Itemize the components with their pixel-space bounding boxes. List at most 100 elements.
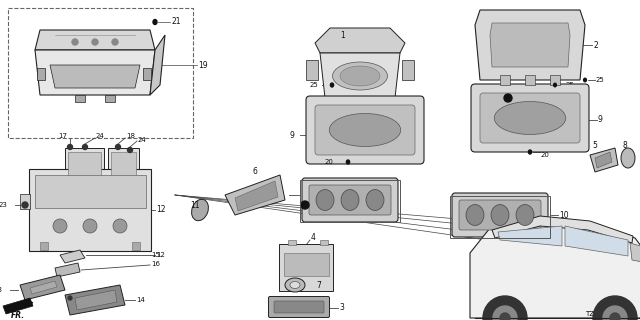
Circle shape [127, 148, 132, 153]
Polygon shape [630, 243, 640, 263]
Polygon shape [490, 23, 570, 67]
Bar [20, 194, 30, 209]
Bar [143, 68, 151, 80]
Polygon shape [595, 152, 612, 168]
Polygon shape [529, 150, 532, 154]
Text: 25: 25 [310, 82, 319, 88]
Text: 24: 24 [96, 133, 105, 139]
Ellipse shape [333, 62, 387, 90]
Ellipse shape [466, 204, 484, 226]
FancyBboxPatch shape [65, 148, 104, 194]
Circle shape [83, 219, 97, 233]
Text: 17: 17 [58, 133, 67, 139]
FancyBboxPatch shape [111, 151, 136, 189]
Circle shape [483, 296, 527, 320]
Text: 9: 9 [290, 131, 295, 140]
Ellipse shape [285, 278, 305, 292]
Text: 21: 21 [171, 18, 180, 27]
Circle shape [301, 201, 309, 209]
Polygon shape [320, 53, 400, 98]
Text: 3: 3 [339, 303, 344, 313]
Text: 24: 24 [138, 137, 147, 143]
Text: 14: 14 [136, 297, 145, 303]
Polygon shape [475, 10, 585, 80]
Bar [320, 240, 328, 245]
Text: 16: 16 [151, 261, 160, 267]
Polygon shape [235, 181, 278, 211]
FancyBboxPatch shape [315, 105, 415, 155]
Circle shape [603, 306, 627, 320]
Polygon shape [330, 83, 333, 87]
FancyBboxPatch shape [67, 151, 100, 189]
Polygon shape [35, 30, 155, 50]
Polygon shape [554, 83, 556, 87]
Text: 12: 12 [156, 205, 166, 214]
Polygon shape [492, 216, 633, 243]
Circle shape [22, 202, 28, 208]
Text: 6: 6 [253, 167, 257, 177]
Polygon shape [590, 148, 618, 172]
Text: 22: 22 [319, 201, 328, 210]
Ellipse shape [366, 189, 384, 211]
FancyBboxPatch shape [306, 96, 424, 164]
Circle shape [493, 306, 517, 320]
Polygon shape [565, 226, 628, 256]
Circle shape [72, 39, 78, 45]
Circle shape [115, 145, 120, 149]
Text: 1: 1 [340, 30, 345, 39]
Text: 26: 26 [484, 95, 493, 101]
Ellipse shape [329, 114, 401, 147]
FancyBboxPatch shape [108, 148, 138, 194]
Polygon shape [50, 65, 140, 88]
FancyBboxPatch shape [279, 244, 333, 291]
Text: TZ54B1000A: TZ54B1000A [584, 311, 630, 317]
Text: 12: 12 [156, 252, 165, 258]
Bar [37, 68, 45, 80]
Text: 9: 9 [598, 116, 603, 124]
Polygon shape [55, 263, 80, 277]
Text: 10: 10 [268, 190, 278, 199]
Circle shape [67, 145, 72, 149]
Circle shape [113, 219, 127, 233]
Text: 2: 2 [593, 41, 598, 50]
Text: 11: 11 [190, 201, 200, 210]
Text: 25: 25 [596, 77, 605, 83]
Bar [40, 242, 48, 250]
Polygon shape [150, 35, 165, 95]
Bar [306, 60, 318, 80]
Polygon shape [30, 281, 57, 294]
FancyBboxPatch shape [471, 84, 589, 152]
Circle shape [92, 39, 98, 45]
Bar [402, 60, 414, 80]
Circle shape [504, 94, 512, 102]
Text: 15: 15 [151, 252, 160, 258]
Polygon shape [35, 50, 155, 95]
Ellipse shape [516, 204, 534, 226]
FancyBboxPatch shape [269, 297, 330, 317]
Text: 18: 18 [126, 133, 135, 139]
Ellipse shape [290, 282, 300, 289]
Polygon shape [498, 226, 562, 246]
Text: 23: 23 [0, 202, 7, 208]
Text: 5: 5 [593, 140, 597, 149]
Circle shape [112, 39, 118, 45]
FancyBboxPatch shape [8, 8, 193, 138]
Bar [500, 75, 510, 85]
Circle shape [83, 145, 88, 149]
Ellipse shape [621, 148, 635, 168]
Circle shape [593, 296, 637, 320]
Text: 20: 20 [325, 159, 334, 165]
Polygon shape [3, 298, 33, 314]
Bar [550, 75, 560, 85]
Polygon shape [75, 290, 117, 310]
Polygon shape [584, 78, 586, 82]
FancyBboxPatch shape [274, 301, 324, 313]
Ellipse shape [316, 189, 334, 211]
Polygon shape [470, 218, 640, 318]
FancyBboxPatch shape [284, 252, 328, 276]
Text: 19: 19 [198, 60, 207, 69]
Text: 10: 10 [559, 211, 568, 220]
FancyBboxPatch shape [35, 174, 145, 207]
Polygon shape [315, 28, 405, 53]
Circle shape [68, 296, 72, 300]
